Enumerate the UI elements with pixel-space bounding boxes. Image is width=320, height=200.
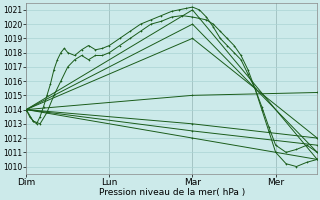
- X-axis label: Pression niveau de la mer( hPa ): Pression niveau de la mer( hPa ): [99, 188, 245, 197]
